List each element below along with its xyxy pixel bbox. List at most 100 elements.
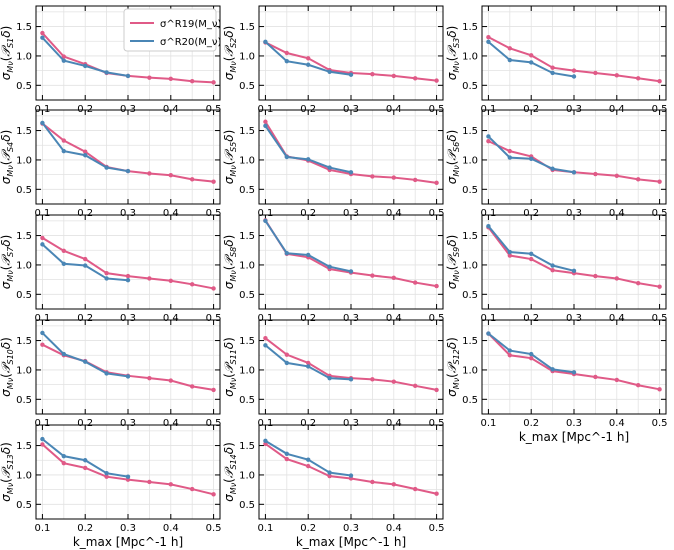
data-point-r20	[104, 165, 109, 170]
data-point-r19	[189, 79, 195, 84]
data-point-r20	[486, 134, 491, 139]
data-point-r19	[571, 68, 577, 73]
data-point-r20	[571, 74, 577, 79]
data-point-r20	[61, 351, 67, 357]
data-point-r20	[61, 453, 67, 459]
data-point-r19	[550, 65, 555, 70]
data-point-r19	[635, 76, 641, 81]
data-point-r20	[104, 470, 109, 476]
x-axis-label: k_max [Mpc^-1 h]	[519, 430, 629, 444]
x-tick-label: 0.4	[163, 208, 179, 219]
data-point-r19	[61, 248, 67, 254]
data-point-r19	[391, 482, 396, 487]
y-tick-label: 1.0	[16, 470, 32, 481]
y-tick-label: 0.5	[16, 395, 32, 406]
data-point-r19	[614, 377, 619, 383]
data-point-r20	[327, 470, 332, 475]
data-point-r20	[104, 371, 109, 376]
data-point-r19	[412, 76, 418, 81]
data-point-r19	[412, 177, 418, 183]
data-point-r20	[529, 251, 534, 256]
data-point-r19	[83, 465, 88, 471]
y-tick-label: 1.5	[239, 126, 255, 137]
data-point-r20	[263, 343, 268, 348]
x-tick-label: 0.5	[429, 523, 445, 534]
data-point-r20	[550, 263, 555, 268]
data-point-r19	[189, 486, 195, 492]
data-point-r19	[189, 177, 195, 182]
x-tick-label: 0.3	[120, 523, 136, 534]
data-point-r19	[211, 387, 216, 393]
data-point-r20	[306, 457, 311, 462]
data-point-r20	[83, 63, 88, 69]
data-point-r20	[284, 250, 290, 256]
data-point-r19	[593, 70, 598, 76]
y-tick-label: 0.5	[16, 290, 32, 301]
x-tick-label: 0.1	[34, 523, 50, 534]
y-tick-label: 1.0	[462, 260, 478, 271]
y-axis-label: σMν(𝒫S13δ)	[0, 442, 15, 502]
data-point-r19	[40, 442, 45, 447]
y-tick-label: 0.5	[239, 395, 255, 406]
data-point-r19	[83, 256, 88, 262]
x-tick-label: 0.5	[206, 313, 222, 324]
data-point-r19	[40, 235, 45, 241]
y-tick-label: 1.0	[462, 365, 478, 376]
data-point-r19	[189, 282, 195, 287]
x-tick-label: 0.5	[652, 313, 668, 324]
y-tick-label: 1.5	[16, 336, 32, 347]
y-tick-label: 1.5	[16, 22, 32, 33]
data-point-r19	[635, 177, 641, 182]
x-tick-label: 0.2	[300, 313, 316, 324]
x-axis-label: k_max [Mpc^-1 h]	[73, 535, 183, 549]
y-tick-label: 1.5	[462, 126, 478, 137]
data-point-r19	[486, 34, 491, 40]
x-tick-label: 0.3	[343, 418, 359, 429]
x-tick-label: 0.3	[120, 208, 136, 219]
x-tick-label: 0.3	[566, 313, 582, 324]
data-point-r20	[348, 72, 354, 77]
data-point-r19	[507, 353, 513, 358]
data-point-r19	[391, 275, 396, 281]
data-point-r19	[391, 175, 396, 180]
data-point-r20	[327, 69, 332, 75]
y-tick-label: 1.5	[239, 441, 255, 452]
data-point-r20	[61, 58, 67, 63]
legend: σ^R19(M_ν) σ^R20(M_ν)	[123, 8, 222, 52]
data-point-r20	[550, 70, 555, 76]
y-tick-label: 1.0	[462, 51, 478, 62]
data-point-r20	[507, 155, 513, 160]
data-point-r19	[657, 79, 662, 84]
data-point-r19	[593, 171, 598, 177]
y-tick-label: 0.5	[239, 185, 255, 196]
y-tick-label: 1.0	[239, 470, 255, 481]
y-tick-label: 0.5	[239, 81, 255, 92]
x-tick-label: 0.3	[343, 523, 359, 534]
data-point-r20	[284, 360, 290, 366]
y-tick-label: 1.5	[462, 22, 478, 33]
data-point-r20	[125, 168, 131, 174]
y-tick-label: 1.0	[239, 260, 255, 271]
data-point-r20	[507, 249, 513, 255]
y-tick-label: 0.5	[16, 185, 32, 196]
y-tick-label: 0.5	[16, 81, 32, 92]
y-axis-label: σMν(𝒫S11δ)	[222, 337, 238, 397]
data-point-r20	[327, 264, 332, 269]
data-point-r20	[550, 367, 555, 372]
y-axis-label: σMν(𝒫S8δ)	[222, 235, 238, 290]
data-point-r19	[635, 383, 641, 388]
data-point-r19	[593, 273, 598, 279]
x-tick-label: 0.2	[77, 313, 93, 324]
x-tick-label: 0.3	[343, 313, 359, 324]
data-point-r20	[263, 438, 268, 444]
data-point-r20	[529, 156, 534, 161]
data-point-r19	[434, 387, 439, 393]
data-point-r19	[593, 374, 598, 380]
data-point-r19	[189, 384, 195, 389]
data-point-r19	[306, 360, 311, 366]
